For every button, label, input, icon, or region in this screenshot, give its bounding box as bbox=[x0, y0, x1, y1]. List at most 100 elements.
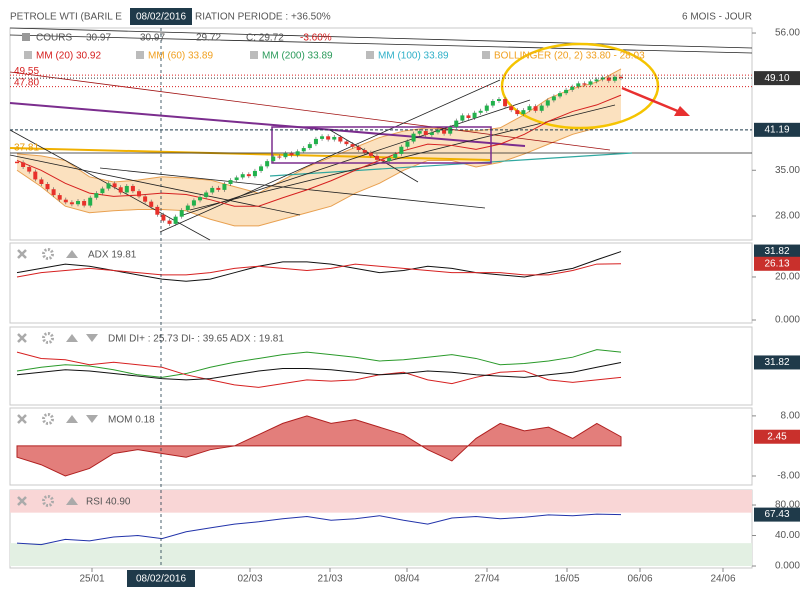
candle bbox=[503, 99, 508, 107]
candle bbox=[539, 105, 544, 111]
candle bbox=[130, 185, 135, 192]
candle bbox=[265, 161, 270, 167]
candle bbox=[283, 153, 288, 158]
candle bbox=[69, 202, 74, 205]
candle bbox=[362, 150, 367, 153]
candle bbox=[576, 83, 581, 87]
candle bbox=[368, 152, 373, 156]
candle bbox=[454, 120, 459, 128]
y-tick-label: 20.00 bbox=[775, 272, 800, 283]
candle bbox=[76, 200, 81, 205]
zone bbox=[10, 490, 752, 513]
value-box-label: 26.13 bbox=[764, 258, 789, 269]
candle bbox=[259, 166, 264, 171]
indicator-label: DMI DI+ : 25.73 DI- : 39.65 ADX : 19.81 bbox=[108, 334, 284, 345]
legend-item: MM (60) 33.89 bbox=[148, 51, 213, 62]
candle bbox=[228, 180, 233, 184]
candle bbox=[570, 86, 575, 90]
indicator-line bbox=[16, 513, 622, 546]
candle bbox=[466, 115, 471, 118]
candle bbox=[338, 136, 343, 142]
legend-text: COURS bbox=[36, 33, 72, 44]
value-box-label: 67.43 bbox=[764, 509, 789, 520]
candle bbox=[594, 79, 599, 82]
candle bbox=[179, 210, 184, 217]
value-box bbox=[754, 355, 800, 370]
candle bbox=[246, 174, 251, 177]
candle bbox=[185, 205, 190, 211]
candle bbox=[515, 110, 520, 115]
candle bbox=[210, 187, 215, 193]
candle bbox=[423, 131, 428, 135]
y-tick-label: 0.000 bbox=[775, 561, 800, 572]
indicator-line bbox=[16, 263, 622, 278]
legend-icon bbox=[136, 51, 144, 59]
candle bbox=[399, 146, 404, 154]
x-tick-label: 16/05 bbox=[554, 574, 579, 585]
candle bbox=[411, 133, 416, 142]
candle bbox=[301, 148, 306, 152]
bollinger-band bbox=[17, 68, 621, 226]
candle bbox=[490, 100, 495, 106]
legend-item: MM (200) 33.89 bbox=[262, 51, 333, 62]
candle bbox=[332, 136, 337, 140]
candle bbox=[124, 185, 129, 193]
legend-icon bbox=[482, 51, 490, 59]
value-box bbox=[754, 429, 800, 444]
candle bbox=[619, 76, 623, 79]
candle bbox=[551, 96, 556, 101]
momentum-area bbox=[16, 415, 622, 477]
candle bbox=[582, 83, 587, 85]
value-box bbox=[754, 122, 800, 137]
close-icon bbox=[17, 414, 27, 424]
candle bbox=[484, 105, 489, 111]
value-box bbox=[754, 71, 800, 86]
annotations bbox=[9, 27, 753, 241]
candle bbox=[612, 76, 617, 81]
candle bbox=[277, 156, 282, 158]
value-box bbox=[754, 244, 800, 259]
move-up-icon bbox=[66, 415, 78, 423]
y-tick-label: 8.00 bbox=[781, 411, 801, 422]
move-up-icon bbox=[66, 250, 78, 258]
level-label: 47.80 bbox=[14, 77, 39, 88]
candle bbox=[307, 144, 312, 149]
close-icon bbox=[17, 333, 27, 343]
legend-text: 30.97 bbox=[140, 33, 165, 44]
y-tick-label: 28.00 bbox=[775, 211, 800, 222]
candle bbox=[240, 174, 245, 178]
candle bbox=[606, 77, 611, 81]
move-up-icon bbox=[66, 497, 78, 505]
candle bbox=[27, 167, 32, 172]
candle bbox=[496, 99, 501, 101]
indicator-label: RSI 40.90 bbox=[86, 497, 131, 508]
candle bbox=[143, 196, 148, 202]
settings-icon bbox=[42, 495, 54, 507]
y-tick-label: 56.00 bbox=[775, 28, 800, 39]
candle bbox=[33, 171, 38, 180]
candle bbox=[51, 189, 56, 196]
y-tick-label: 35.00 bbox=[775, 165, 800, 176]
panel-frame bbox=[9, 407, 753, 486]
candle bbox=[88, 197, 93, 206]
panel-frame bbox=[9, 27, 753, 241]
candle bbox=[57, 195, 62, 200]
candle bbox=[393, 153, 398, 158]
candle bbox=[39, 179, 44, 184]
candle bbox=[149, 201, 154, 207]
legend-icon bbox=[366, 51, 374, 59]
candle bbox=[557, 93, 562, 97]
y-tick-label: 40.00 bbox=[775, 530, 800, 541]
candle bbox=[118, 187, 123, 193]
zone bbox=[10, 543, 752, 567]
candle bbox=[289, 153, 294, 156]
candle bbox=[442, 129, 447, 134]
candle bbox=[155, 206, 160, 215]
legend-text: 30.97 bbox=[86, 33, 111, 44]
x-tick-label: 06/06 bbox=[627, 574, 652, 585]
candle bbox=[63, 199, 68, 203]
crosshair-date-box bbox=[130, 8, 192, 25]
panel-frame bbox=[9, 326, 753, 406]
candle bbox=[106, 183, 111, 189]
candle bbox=[198, 197, 203, 201]
